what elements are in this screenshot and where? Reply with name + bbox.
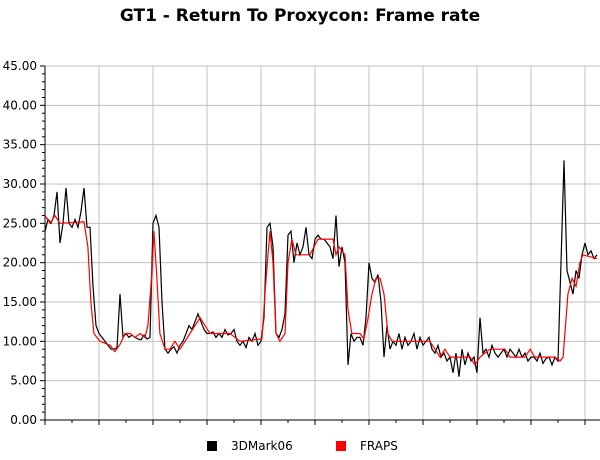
y-tick-label: 10.00: [3, 334, 37, 348]
y-tick-label: 15.00: [3, 295, 37, 309]
y-tick-label: 0.00: [10, 413, 37, 427]
y-tick-label: 30.00: [3, 177, 37, 191]
y-tick-label: 5.00: [10, 374, 37, 388]
y-tick-label: 35.00: [3, 138, 37, 152]
legend-swatch-3dmark06: [207, 441, 217, 451]
legend-item-fraps: FRAPS: [336, 439, 398, 453]
axes: 0.00 5.00 10.00 15.00 20.00 25.00 30.00 35.00 40…: [3, 59, 600, 427]
legend-item-3dmark06: 3DMark06: [207, 439, 293, 453]
series-line-3dmark06: [44, 160, 598, 377]
y-tick-label: 20.00: [3, 256, 37, 270]
series-line-fraps: [44, 214, 598, 367]
y-tick-label: 45.00: [3, 59, 37, 73]
legend-label-fraps: FRAPS: [360, 439, 398, 453]
series-layer: [44, 160, 598, 377]
legend-swatch-fraps: [336, 441, 346, 451]
legend-label-3dmark06: 3DMark06: [231, 439, 293, 453]
y-tick-label: 25.00: [3, 216, 37, 230]
y-tick-label: 40.00: [3, 98, 37, 112]
grid: [45, 65, 600, 420]
chart-title: GT1 - Return To Proxycon: Frame rate: [119, 6, 481, 26]
